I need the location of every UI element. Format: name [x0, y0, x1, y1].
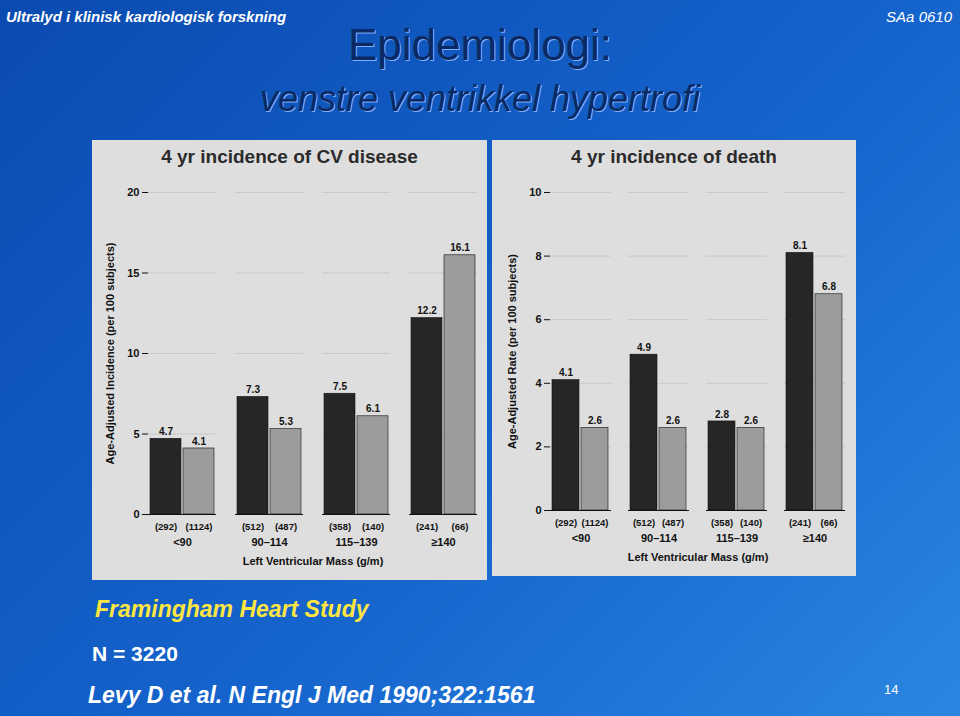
- svg-text:6.8: 6.8: [822, 281, 836, 292]
- svg-text:(140): (140): [362, 521, 384, 532]
- svg-text:2.6: 2.6: [666, 415, 680, 426]
- svg-text:(66): (66): [452, 521, 469, 532]
- svg-text:5.3: 5.3: [279, 416, 293, 427]
- html-text:4 yr incidence of death: 4 yr incidence of death: [571, 146, 777, 167]
- svg-text:≥140: ≥140: [803, 532, 827, 544]
- svg-text:2.8: 2.8: [715, 409, 729, 420]
- svg-text:(292): (292): [555, 517, 577, 528]
- svg-text:8: 8: [535, 250, 541, 262]
- svg-text:7.3: 7.3: [246, 384, 260, 395]
- svg-text:5: 5: [133, 428, 139, 440]
- svg-text:(358): (358): [711, 517, 733, 528]
- svg-text:6.1: 6.1: [366, 403, 380, 414]
- html-text:N = 3220: N = 3220: [92, 642, 178, 665]
- svg-text:115–139: 115–139: [335, 536, 377, 548]
- svg-text:(487): (487): [662, 517, 684, 528]
- svg-text:(241): (241): [416, 521, 438, 532]
- html-text:14: 14: [884, 682, 899, 697]
- svg-text:115–139: 115–139: [716, 532, 758, 544]
- svg-text:20: 20: [127, 186, 139, 198]
- svg-text:<90: <90: [173, 536, 192, 548]
- svg-text:12.2: 12.2: [417, 305, 437, 316]
- svg-text:Age-Adjusted Incidence (per 10: Age-Adjusted Incidence (per 100 subjects…: [104, 242, 116, 464]
- svg-text:4.1: 4.1: [559, 367, 573, 378]
- svg-text:2.6: 2.6: [588, 415, 602, 426]
- svg-text:(241): (241): [789, 517, 811, 528]
- svg-text:(512): (512): [242, 521, 264, 532]
- svg-text:90–114: 90–114: [641, 532, 678, 544]
- html-text:4 yr incidence of CV disease: 4 yr incidence of CV disease: [161, 146, 418, 167]
- svg-text:4: 4: [535, 377, 542, 389]
- html-text:Ultralyd i klinisk kardiologis: Ultralyd i klinisk kardiologisk forsknin…: [6, 8, 287, 25]
- svg-text:6: 6: [535, 313, 541, 325]
- html-text:venstre ventrikkel hypertrofi: venstre ventrikkel hypertrofi: [259, 78, 701, 119]
- svg-text:15: 15: [127, 267, 139, 279]
- svg-text:(512): (512): [633, 517, 655, 528]
- svg-text:10: 10: [127, 347, 139, 359]
- svg-text:Left Ventricular Mass (g/m): Left Ventricular Mass (g/m): [628, 551, 769, 563]
- svg-text:≥140: ≥140: [431, 536, 455, 548]
- svg-text:16.1: 16.1: [450, 242, 470, 253]
- svg-text:(487): (487): [275, 521, 297, 532]
- html-text:Framingham Heart Study: Framingham Heart Study: [95, 596, 369, 622]
- html-text:SAa 0610: SAa 0610: [886, 8, 952, 25]
- svg-text:4.1: 4.1: [192, 436, 206, 447]
- svg-text:7.5: 7.5: [333, 381, 347, 392]
- svg-text:2.6: 2.6: [744, 415, 758, 426]
- svg-text:Left Ventricular Mass (g/m): Left Ventricular Mass (g/m): [243, 555, 384, 567]
- svg-text:(1124): (1124): [186, 521, 213, 532]
- svg-text:2: 2: [535, 440, 541, 452]
- svg-text:10: 10: [529, 186, 541, 198]
- svg-text:(1124): (1124): [582, 517, 609, 528]
- svg-text:Age-Adjusted Rate (per 100 sub: Age-Adjusted Rate (per 100 subjects): [506, 254, 518, 449]
- svg-text:4.9: 4.9: [637, 342, 651, 353]
- html-text:Levy D et al. N Engl J Med 199: Levy D et al. N Engl J Med 1990;322:1561: [88, 682, 536, 708]
- html-text:Epidemiologi:: Epidemiologi:: [347, 20, 613, 69]
- svg-text:(140): (140): [740, 517, 762, 528]
- svg-text:(358): (358): [329, 521, 351, 532]
- svg-text:8.1: 8.1: [793, 240, 807, 251]
- svg-text:<90: <90: [572, 532, 591, 544]
- svg-text:0: 0: [133, 508, 139, 520]
- svg-text:(292): (292): [155, 521, 177, 532]
- svg-text:90–114: 90–114: [251, 536, 288, 548]
- svg-text:0: 0: [535, 504, 541, 516]
- svg-text:(66): (66): [821, 517, 838, 528]
- svg-text:4.7: 4.7: [159, 426, 173, 437]
